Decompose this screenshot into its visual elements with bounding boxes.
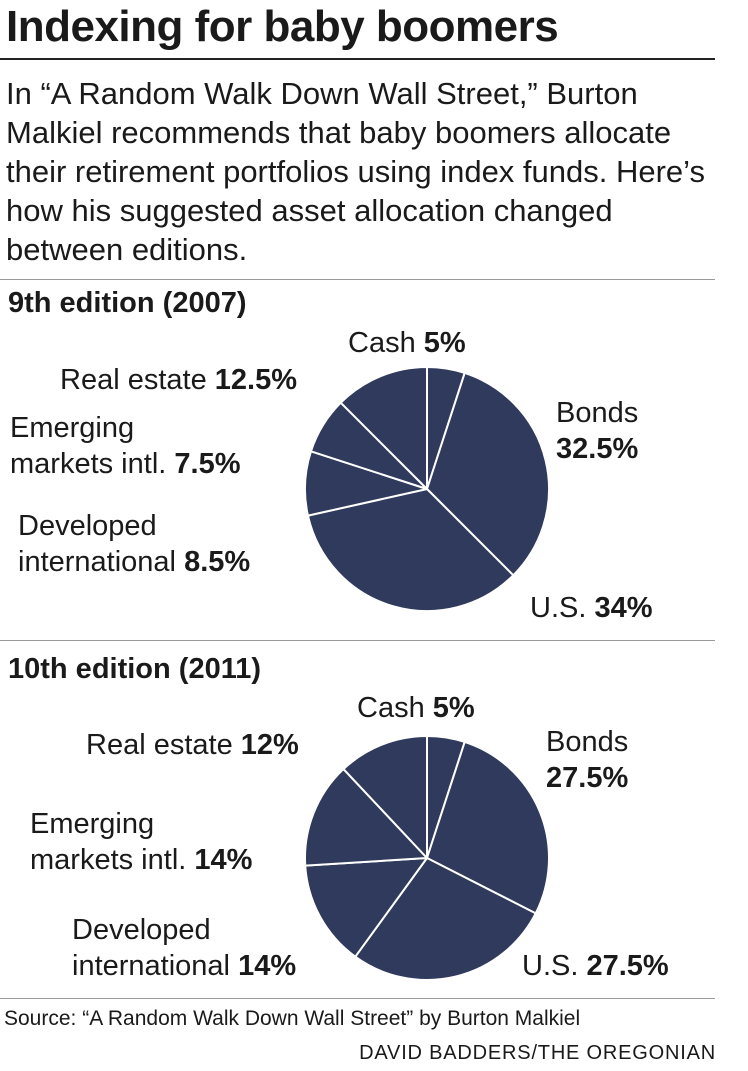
- chart2-label-cash-value: 5%: [432, 692, 475, 724]
- chart1-label-cash-value: 5%: [423, 327, 466, 359]
- chart2-label-emerging-line2: markets intl.: [30, 844, 187, 876]
- chart1-label-real-estate-name: Real estate: [60, 364, 207, 396]
- chart2-slice-real-estate: [342, 735, 428, 859]
- chart1-label-us-name: U.S.: [530, 592, 587, 624]
- graphic-credit: DAVID BADDERS/THE OREGONIAN: [359, 1042, 716, 1064]
- section-divider-2: [0, 640, 715, 641]
- source-note: Source: “A Random Walk Down Wall Street”…: [4, 1007, 581, 1030]
- chart1-label-bonds-name: Bonds: [556, 397, 639, 429]
- chart1-slice-u-s: [306, 488, 515, 612]
- chart2-label-developed-line1: Developed: [72, 914, 211, 946]
- chart1-label-bonds: Bonds 32.5%: [556, 395, 638, 467]
- title-rule: [0, 58, 715, 60]
- chart2-label-cash: Cash 5%: [357, 690, 475, 726]
- chart2-label-developed-line2: international: [72, 950, 230, 982]
- chart2-label-us-name: U.S.: [522, 950, 579, 982]
- chart2-slice-developed-international: [304, 857, 428, 958]
- chart1-slice-real-estate: [339, 366, 428, 490]
- chart1-label-bonds-value: 32.5%: [556, 433, 639, 465]
- section-divider-1: [0, 279, 715, 280]
- chart2-label-real-estate: Real estate 12%: [86, 727, 299, 763]
- chart2-label-developed-value: 14%: [238, 950, 297, 982]
- chart2-label-bonds-name: Bonds: [546, 726, 629, 758]
- chart1-label-developed-line1: Developed: [18, 510, 157, 542]
- chart1-label-cash-name: Cash: [348, 327, 416, 359]
- chart1-pie: [304, 366, 550, 612]
- section-divider-3: [0, 998, 715, 999]
- chart1-label-emerging: Emerging markets intl. 7.5%: [10, 410, 241, 482]
- chart2-label-bonds: Bonds 27.5%: [546, 724, 628, 796]
- chart2-label-bonds-value: 27.5%: [546, 762, 629, 794]
- chart1-label-developed-line2: international: [18, 546, 176, 578]
- chart1-label-cash: Cash 5%: [348, 325, 466, 361]
- chart1-label-us-value: 34%: [594, 592, 653, 624]
- chart1-label-emerging-value: 7.5%: [174, 448, 241, 480]
- graphic-title: Indexing for baby boomers: [6, 2, 559, 51]
- chart1-label-developed-value: 8.5%: [184, 546, 251, 578]
- chart1-label-emerging-line1: Emerging: [10, 412, 135, 444]
- chart1-label-real-estate-value: 12.5%: [214, 364, 297, 396]
- chart2-slice-bonds: [426, 740, 550, 915]
- chart1-label-emerging-line2: markets intl.: [10, 448, 167, 480]
- chart2-slice-u-s: [354, 857, 537, 981]
- chart2-label-cash-name: Cash: [357, 692, 425, 724]
- chart2-label-us: U.S. 27.5%: [522, 948, 669, 984]
- chart2-pie: [304, 735, 550, 981]
- chart2-label-us-value: 27.5%: [586, 950, 669, 982]
- chart2-label-emerging-value: 14%: [194, 844, 253, 876]
- chart1-label-developed: Developed international 8.5%: [18, 508, 250, 580]
- chart2-label-real-estate-value: 12%: [240, 729, 299, 761]
- intro-text: In “A Random Walk Down Wall Street,” Bur…: [6, 76, 705, 267]
- chart1-slice-bonds: [426, 371, 550, 577]
- chart2-label-real-estate-name: Real estate: [86, 729, 233, 761]
- chart2-label-developed: Developed international 14%: [72, 912, 296, 984]
- chart1-label-us: U.S. 34%: [530, 590, 653, 626]
- chart1-title: 9th edition (2007): [8, 287, 247, 319]
- chart2-slice-emerging-markets-intl: [304, 768, 428, 867]
- chart2-title: 10th edition (2011): [8, 653, 262, 685]
- chart2-label-emerging-line1: Emerging: [30, 808, 155, 840]
- chart1-label-real-estate: Real estate 12.5%: [60, 362, 297, 398]
- chart2-label-emerging: Emerging markets intl. 14%: [30, 806, 252, 878]
